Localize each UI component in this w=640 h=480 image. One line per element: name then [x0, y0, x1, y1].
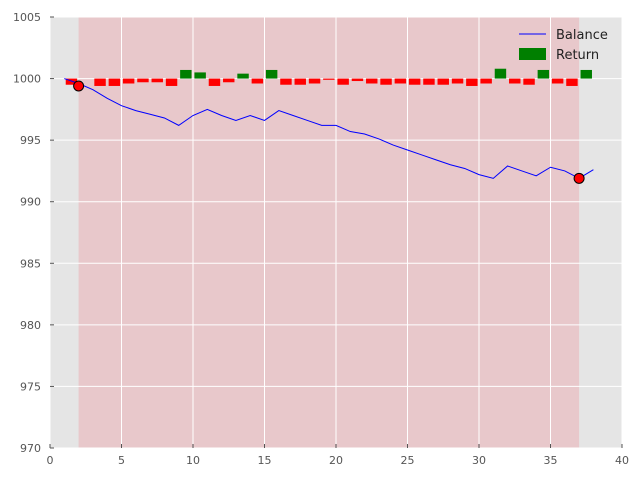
return-bar	[494, 68, 507, 79]
return-bar	[380, 78, 392, 85]
return-bar	[523, 78, 535, 85]
x-tick-label: 15	[258, 454, 272, 467]
return-bar	[165, 78, 178, 86]
return-bar	[537, 69, 550, 79]
legend-balance-label: Balance	[556, 28, 608, 43]
return-bar	[566, 78, 578, 86]
return-bar	[108, 78, 121, 86]
y-tick-label: 1000	[13, 73, 41, 86]
axis-ticks: 0 5 10 15 20 25 30 35 40 970 975 980 985 990 995 1000 10…	[13, 11, 629, 467]
trade-marker	[73, 80, 85, 92]
x-tick-label: 40	[615, 454, 629, 467]
return-bar	[194, 72, 206, 79]
return-bar	[294, 78, 306, 85]
x-tick-label: 0	[47, 454, 54, 467]
return-bar	[408, 78, 421, 85]
return-bar	[308, 78, 321, 84]
y-tick-label: 985	[20, 257, 41, 270]
return-bar	[551, 78, 564, 84]
return-bar	[323, 78, 335, 80]
return-bar	[451, 78, 464, 84]
x-tick-label: 20	[329, 454, 343, 467]
return-bar	[366, 78, 378, 84]
balance-line	[64, 78, 594, 179]
return-bar	[509, 78, 521, 84]
x-tick-label: 25	[401, 454, 415, 467]
return-bar	[94, 78, 106, 86]
return-bar	[208, 78, 221, 86]
y-tick-label: 1005	[13, 11, 41, 24]
return-bar	[223, 78, 235, 83]
legend-return-label: Return	[556, 48, 599, 63]
y-tick-label: 980	[20, 319, 41, 332]
y-tick-label: 975	[20, 380, 41, 393]
return-bar	[351, 78, 364, 82]
return-bar	[237, 73, 249, 79]
return-bar	[394, 78, 407, 84]
x-tick-label: 30	[472, 454, 486, 467]
return-bar	[280, 78, 292, 85]
return-bar	[580, 69, 592, 79]
markers	[73, 80, 585, 184]
legend-return-swatch	[519, 48, 546, 60]
return-bar	[65, 78, 78, 85]
return-bar	[337, 78, 349, 85]
y-tick-label: 970	[20, 442, 41, 455]
return-bars	[65, 68, 592, 86]
return-bar	[251, 78, 264, 84]
legend: Balance Return	[519, 28, 608, 63]
y-tick-label: 995	[20, 134, 41, 147]
highlight-span	[78, 17, 580, 448]
y-tick-label: 990	[20, 196, 41, 209]
return-bar	[466, 78, 478, 86]
return-bar	[423, 78, 435, 85]
return-bar	[437, 78, 449, 85]
x-tick-label: 10	[186, 454, 200, 467]
x-tick-label: 5	[118, 454, 125, 467]
return-bar	[137, 78, 149, 83]
return-bar	[122, 78, 135, 84]
return-bar	[480, 78, 492, 84]
x-tick-label: 35	[544, 454, 558, 467]
return-bar	[265, 69, 278, 79]
trade-marker	[573, 172, 585, 184]
return-bar	[151, 78, 163, 83]
return-bar	[180, 69, 192, 79]
